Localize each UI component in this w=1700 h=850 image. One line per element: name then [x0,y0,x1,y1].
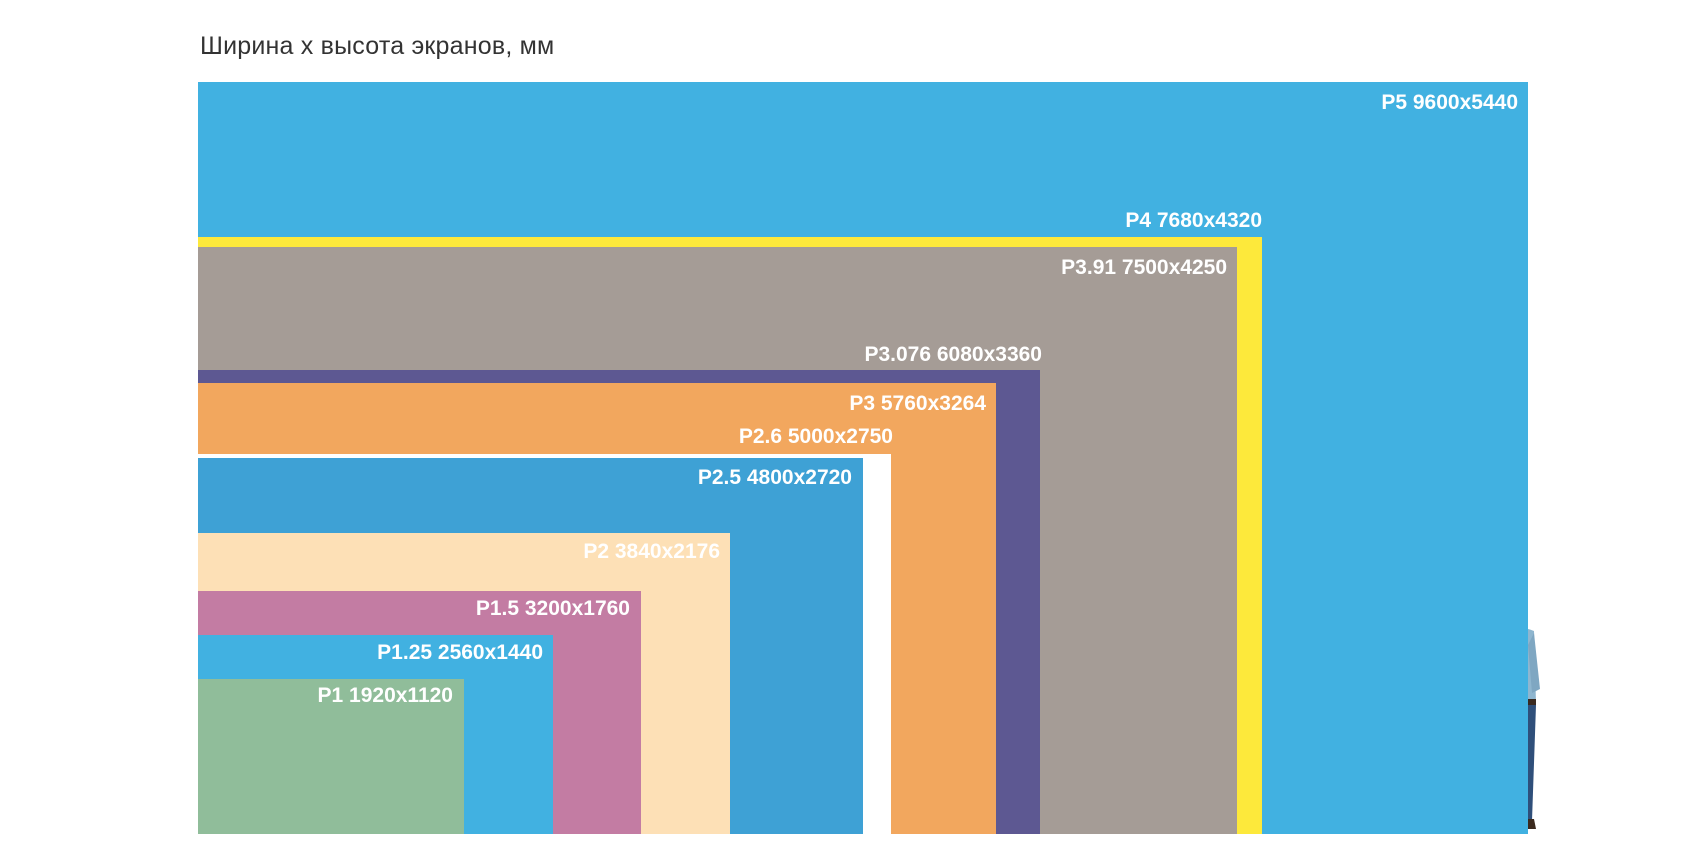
chart-title: Ширина х высота экранов, мм [200,32,555,60]
screen-label-p3: P3 5760х3264 [849,392,986,415]
screen-label-p5: P5 9600х5440 [1381,91,1518,114]
screen-label-p1-25: P1.25 2560х1440 [377,641,543,664]
screen-label-p2: P2 3840х2176 [583,540,720,563]
screen-label-p3-076: P3.076 6080х3360 [864,343,1042,366]
screen-label-p1-5: P1.5 3200х1760 [475,597,630,620]
screen-rect-p1 [198,679,464,834]
screen-label-p2-5: P2.5 4800х2720 [697,466,852,489]
screen-label-p4: P4 7680х4320 [1125,209,1262,232]
screen-label-p2-6: P2.6 5000х2750 [738,425,893,448]
screen-label-p3-91: P3.91 7500х4250 [1061,256,1227,279]
screen-label-p1: P1 1920х1120 [317,684,453,707]
